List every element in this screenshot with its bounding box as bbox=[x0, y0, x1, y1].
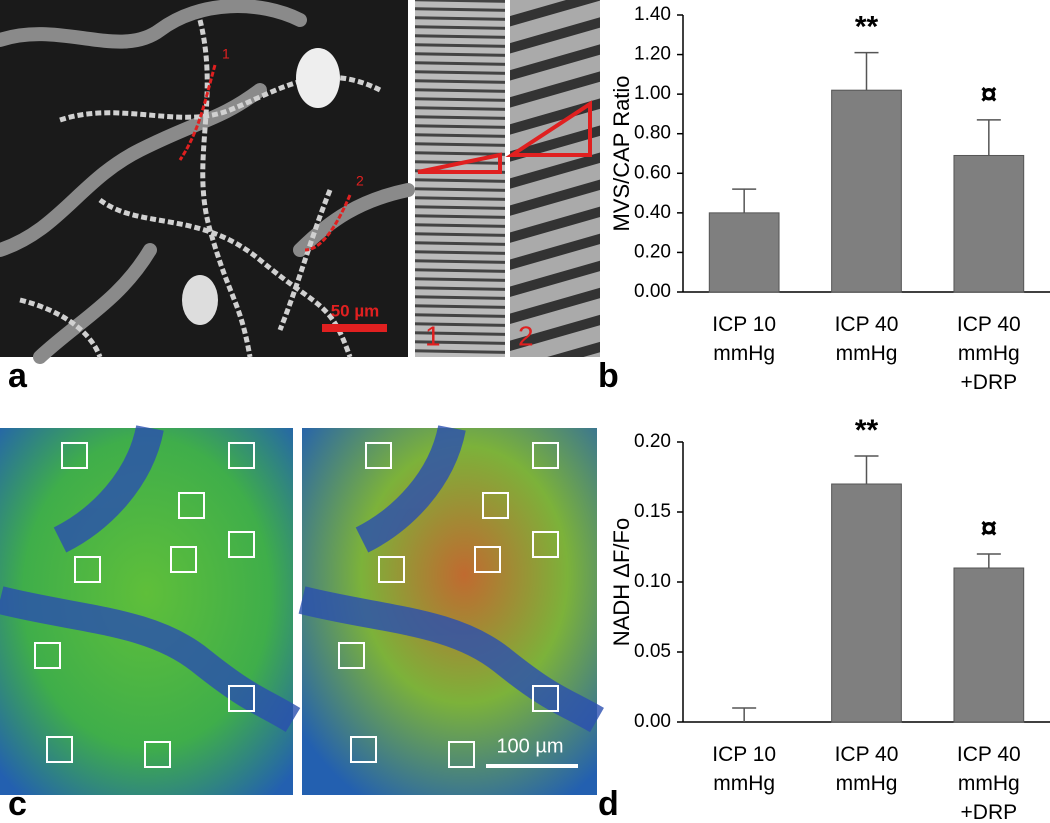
strip-label: 1 bbox=[425, 320, 441, 351]
significance-mark: ¤ bbox=[980, 512, 997, 545]
panel-label: a bbox=[8, 357, 28, 395]
y-tick-label: 0.20 bbox=[634, 241, 671, 262]
y-tick-label: 0.20 bbox=[634, 431, 671, 452]
bar bbox=[831, 483, 902, 723]
trace-label: 1 bbox=[222, 46, 230, 62]
y-tick-label: 0.00 bbox=[634, 281, 671, 302]
y-tick-label: 0.10 bbox=[634, 571, 671, 592]
nadh-images bbox=[0, 424, 604, 795]
y-tick-label: 0.05 bbox=[634, 641, 671, 662]
y-tick-label: 0.60 bbox=[634, 162, 671, 183]
y-tick-label: 1.40 bbox=[634, 4, 671, 25]
x-tick-label: ICP 10 mmHg bbox=[712, 743, 776, 795]
scale-label: 100 µm bbox=[496, 735, 563, 757]
x-tick-label: ICP 40 mmHg bbox=[835, 313, 899, 365]
bar bbox=[953, 567, 1025, 723]
bar bbox=[953, 154, 1025, 293]
x-tick-label: ICP 10 mmHg bbox=[712, 313, 776, 365]
y-tick-label: 0.00 bbox=[634, 711, 671, 732]
y-axis-label: NADH ΔF/Fo bbox=[609, 518, 634, 646]
y-axis-label: MVS/CAP Ratio bbox=[609, 75, 634, 231]
y-tick-label: 1.20 bbox=[634, 44, 671, 65]
significance-mark: ** bbox=[855, 414, 879, 447]
significance-mark: ¤ bbox=[980, 78, 997, 111]
panel-label: c bbox=[8, 785, 27, 823]
bar bbox=[831, 89, 902, 293]
y-tick-label: 0.40 bbox=[634, 202, 671, 223]
strip-label: 2 bbox=[518, 320, 534, 351]
bar bbox=[708, 212, 780, 293]
y-tick-label: 0.80 bbox=[634, 123, 671, 144]
x-tick-label: ICP 40 mmHg bbox=[835, 743, 899, 795]
panel-label: d bbox=[598, 785, 619, 823]
trace-label: 2 bbox=[356, 173, 364, 189]
line-scan-strips bbox=[415, 0, 600, 357]
y-tick-label: 1.00 bbox=[634, 83, 671, 104]
significance-mark: ** bbox=[855, 11, 879, 44]
y-tick-label: 0.15 bbox=[634, 501, 671, 522]
vessel-image bbox=[0, 0, 415, 364]
x-tick-label: ICP 40 mmHg +DRP bbox=[957, 313, 1021, 394]
x-tick-label: ICP 40 mmHg +DRP bbox=[957, 743, 1021, 823]
panel-label: b bbox=[598, 357, 619, 395]
scale-label: 50 µm bbox=[331, 301, 380, 320]
